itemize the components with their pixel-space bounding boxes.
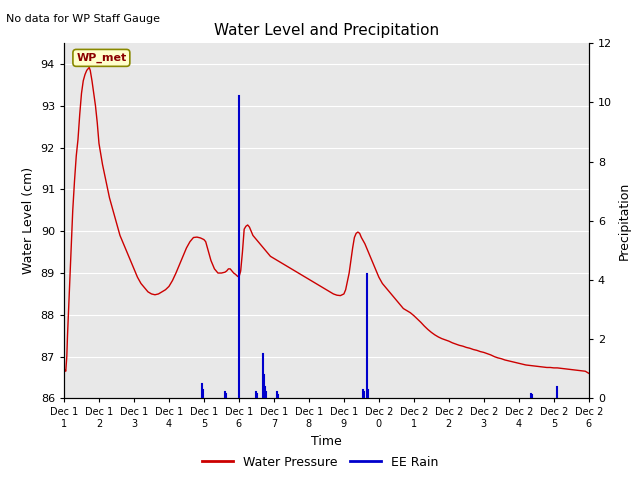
Legend: Water Pressure, EE Rain: Water Pressure, EE Rain — [196, 451, 444, 474]
Y-axis label: Water Level (cm): Water Level (cm) — [22, 167, 35, 275]
Title: Water Level and Precipitation: Water Level and Precipitation — [214, 23, 439, 38]
Y-axis label: Precipitation: Precipitation — [618, 181, 630, 260]
Text: No data for WP Staff Gauge: No data for WP Staff Gauge — [6, 14, 161, 24]
X-axis label: Time: Time — [311, 434, 342, 447]
Text: WP_met: WP_met — [76, 53, 127, 63]
